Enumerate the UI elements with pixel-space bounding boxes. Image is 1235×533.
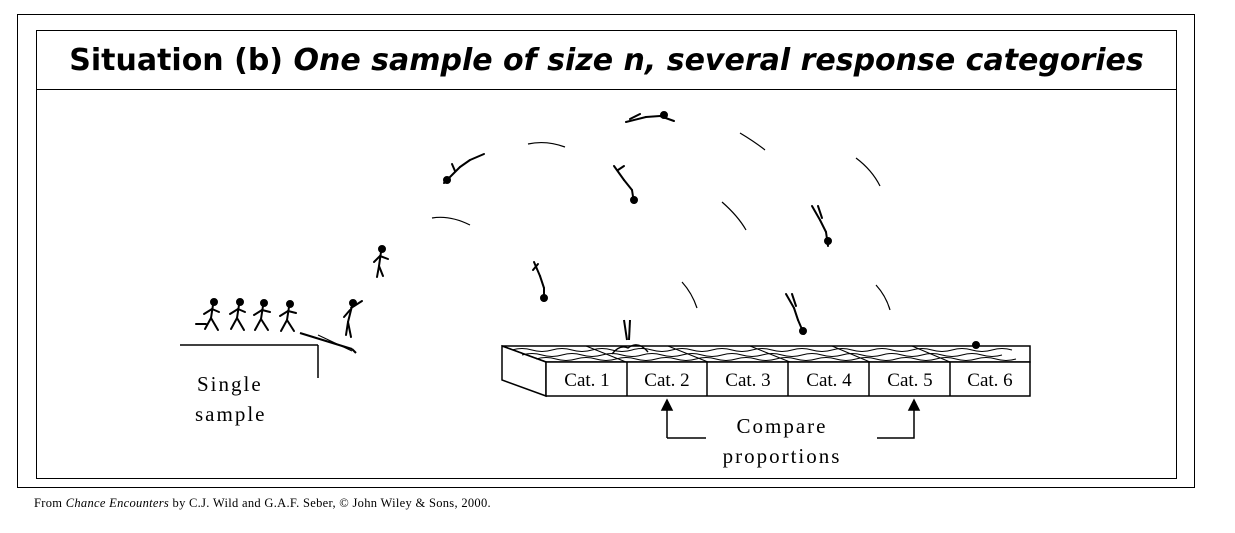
illustration-box: [36, 89, 1177, 479]
category-label: Cat. 1: [564, 370, 609, 391]
source-caption: From Chance Encounters by C.J. Wild and …: [34, 496, 491, 511]
title-italic: One sample of size n, several response c…: [293, 42, 1144, 78]
category-label: Cat. 2: [644, 370, 689, 391]
single-sample-label: Single: [197, 372, 263, 396]
waiting-divers: [195, 298, 363, 338]
compare-label: Compare: [737, 414, 828, 438]
motion-arcs: [431, 132, 891, 311]
category-label: Cat. 6: [967, 370, 1012, 391]
compare-arrows: [660, 398, 921, 439]
pool-water: [511, 345, 1017, 363]
single-sample-label: sample: [195, 402, 266, 426]
category-label: Cat. 4: [806, 370, 852, 391]
caption-prefix: From: [34, 496, 63, 510]
category-dividers: [626, 362, 951, 396]
caption-rest: by C.J. Wild and G.A.F. Seber, © John Wi…: [172, 496, 491, 510]
caption-book: Chance Encounters: [65, 496, 170, 510]
compare-label: proportions: [723, 444, 842, 468]
title-box: Situation (b) One sample of size n, seve…: [36, 30, 1177, 90]
title-prefix: Situation (b): [69, 42, 283, 78]
diving-platform: [180, 331, 357, 378]
figure-frame: [17, 14, 1195, 488]
flying-divers: [373, 111, 832, 335]
category-label: Cat. 5: [887, 370, 932, 391]
figure-title: Situation (b) One sample of size n, seve…: [69, 43, 1144, 78]
splashing-diver: [611, 319, 980, 355]
category-labels: Cat. 1 Cat. 2 Cat. 3 Cat. 4 Cat. 5 Cat. …: [564, 370, 1012, 391]
category-label: Cat. 3: [725, 370, 770, 391]
